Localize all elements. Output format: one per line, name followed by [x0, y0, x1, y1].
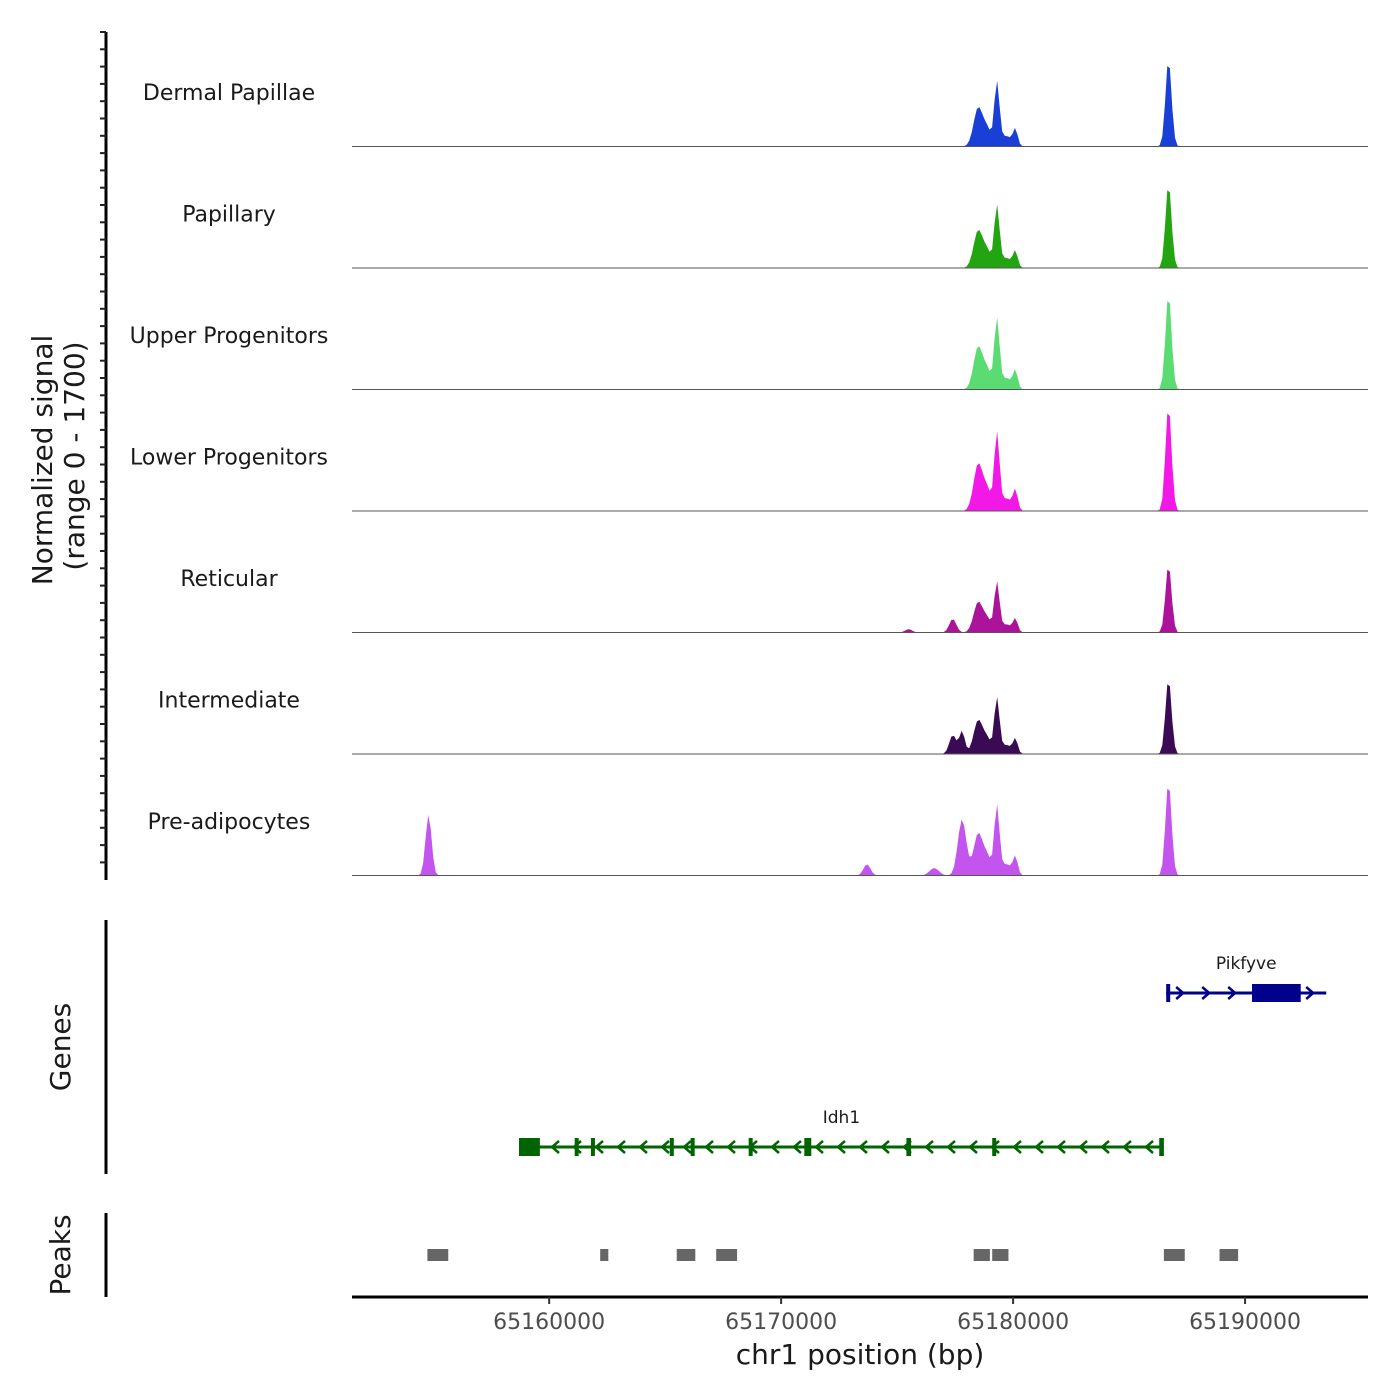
y-axis-title-line1: Normalized signal: [26, 335, 59, 586]
x-tick-label: 65170000: [725, 1310, 837, 1335]
strand-arrow: [990, 1140, 1000, 1154]
signal-area-intermediate: [352, 684, 1368, 754]
gene-label: Idh1: [823, 1108, 860, 1128]
x-tick-label: 65160000: [493, 1310, 605, 1335]
peaks-track: [427, 1249, 1239, 1261]
gene-pikfyve: Pikfyve: [1166, 954, 1327, 1002]
signal-track-intermediate: Intermediate: [158, 684, 1368, 755]
gene-idh1: Idh1: [519, 1108, 1164, 1156]
strand-arrow: [1056, 1140, 1066, 1154]
strand-arrow: [638, 1140, 648, 1154]
track-label: Dermal Papillae: [143, 81, 315, 106]
signal-track-papillary: Papillary: [182, 190, 1368, 269]
x-axis-title: chr1 position (bp): [736, 1338, 985, 1371]
track-label: Intermediate: [158, 689, 300, 714]
gene-exon: [590, 1138, 595, 1156]
gene-exon: [992, 1138, 997, 1156]
strand-arrow: [924, 1140, 934, 1154]
strand-arrow: [770, 1140, 780, 1154]
peak-region: [676, 1249, 696, 1261]
gene-exon: [804, 1138, 812, 1156]
strand-arrow: [814, 1140, 824, 1154]
strand-arrow: [1100, 1140, 1110, 1154]
strand-arrow: [704, 1140, 714, 1154]
strand-arrow: [836, 1140, 846, 1154]
gene-exon: [519, 1138, 540, 1156]
genes-track: Pikfyve Idh1: [519, 954, 1327, 1156]
peak-region: [973, 1249, 990, 1261]
signal-area-reticular: [352, 569, 1368, 633]
gene-exon: [906, 1138, 912, 1156]
strand-arrow: [1012, 1140, 1022, 1154]
strand-arrow: [550, 1140, 560, 1154]
strand-arrow: [1034, 1140, 1044, 1154]
strand-arrow: [1144, 1140, 1154, 1154]
strand-arrow: [616, 1140, 626, 1154]
strand-arrow: [1201, 986, 1212, 1000]
strand-arrow: [946, 1140, 956, 1154]
y-axis-title-line2: (range 0 - 1700): [58, 341, 91, 570]
signal-track-lower-progenitors: Lower Progenitors: [130, 413, 1368, 512]
strand-arrow: [1122, 1140, 1132, 1154]
peak-region: [992, 1249, 1009, 1261]
strand-arrow: [1078, 1140, 1088, 1154]
track-label: Lower Progenitors: [130, 446, 328, 471]
signal-track-pre-adipocytes: Pre-adipocytes: [148, 788, 1368, 876]
peak-region: [600, 1249, 609, 1261]
peak-region: [1163, 1249, 1185, 1261]
x-tick-label: 65190000: [1189, 1310, 1301, 1335]
strand-arrow: [660, 1140, 670, 1154]
signal-track-reticular: Reticular: [180, 567, 1368, 633]
signal-track-upper-progenitors: Upper Progenitors: [130, 301, 1368, 390]
signal-area-upper-progenitors: [352, 301, 1368, 390]
gene-exon: [748, 1138, 753, 1156]
x-tick-label: 65180000: [957, 1310, 1069, 1335]
track-label: Upper Progenitors: [130, 324, 329, 349]
track-label: Pre-adipocytes: [148, 810, 311, 835]
strand-arrow: [682, 1140, 692, 1154]
strand-arrow: [792, 1140, 802, 1154]
strand-arrow: [1305, 986, 1316, 1000]
x-axis: 65160000 65170000 65180000 65190000: [352, 1295, 1368, 1335]
genes-track-label: Genes: [44, 1003, 77, 1091]
track-label: Reticular: [180, 567, 278, 592]
strand-arrow: [1175, 986, 1186, 1000]
peak-region: [1219, 1249, 1239, 1261]
signal-area-lower-progenitors: [352, 413, 1368, 511]
strand-arrow: [594, 1140, 604, 1154]
gene-exon: [574, 1138, 579, 1156]
strand-arrow: [880, 1140, 890, 1154]
gene-exon: [690, 1138, 695, 1156]
gene-exon: [669, 1138, 674, 1156]
strand-arrow: [726, 1140, 736, 1154]
strand-arrow: [968, 1140, 978, 1154]
signal-area-dermal-papillae: [352, 66, 1368, 147]
signal-area-pre-adipocytes: [352, 788, 1368, 876]
peaks-track-label: Peaks: [44, 1214, 77, 1295]
signal-area-papillary: [352, 190, 1368, 268]
signal-track-dermal-papillae: Dermal Papillae: [143, 66, 1368, 147]
gene-exon: [1159, 1138, 1164, 1156]
signal-tracks: Dermal Papillae Papillary Upper Progenitor…: [130, 66, 1368, 876]
strand-arrow: [858, 1140, 868, 1154]
track-label: Papillary: [182, 203, 276, 228]
signal-y-axis: [100, 31, 108, 880]
strand-arrow: [1227, 986, 1238, 1000]
peak-region: [716, 1249, 738, 1261]
gene-exon: [1166, 984, 1171, 1002]
peak-region: [427, 1249, 449, 1261]
gene-exon: [1252, 984, 1301, 1002]
gene-label: Pikfyve: [1216, 954, 1277, 974]
